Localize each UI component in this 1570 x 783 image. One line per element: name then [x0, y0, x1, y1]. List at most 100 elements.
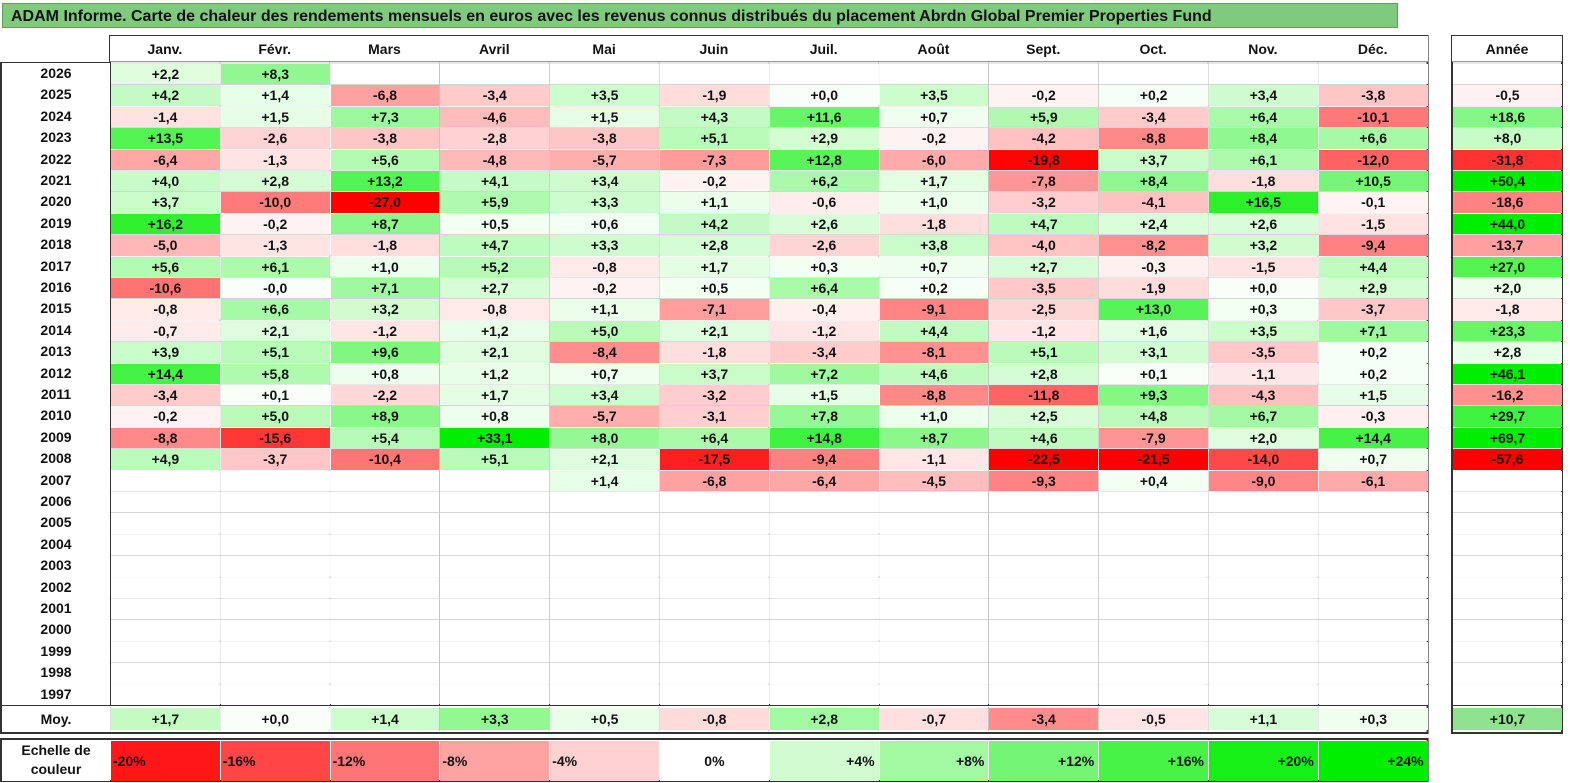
heatmap-cell: +5,8: [220, 363, 330, 384]
average-cell: +0,5: [550, 708, 659, 730]
heatmap-cell: [550, 620, 659, 641]
heatmap-cell: +6,4: [769, 278, 879, 299]
year-total-header: Année: [1452, 36, 1562, 62]
heatmap-cell: +5,1: [989, 342, 1099, 363]
heatmap-cell: +13,5: [111, 128, 220, 149]
heatmap-cell: +1,2: [440, 363, 550, 384]
heatmap-cell: -3,1: [660, 406, 769, 427]
heatmap-cell: +13,0: [1099, 299, 1208, 320]
heatmap-cell: -3,5: [1209, 342, 1318, 363]
heatmap-cell: +4,4: [879, 320, 989, 342]
color-scale-swatch: +24%: [1318, 741, 1428, 781]
heatmap-cell: [660, 492, 769, 513]
year-label: 2023: [2, 127, 110, 149]
heatmap-cell: -1,9: [660, 85, 769, 106]
heatmap-cell: +0,2: [1318, 363, 1428, 384]
heatmap-cell: -0,0: [220, 278, 330, 299]
heatmap-cell: +1,5: [220, 106, 330, 128]
heatmap-cell: [1318, 641, 1428, 663]
heatmap-cell: [111, 599, 220, 620]
heatmap-cell: [769, 492, 879, 513]
heatmap-cell: -17,5: [660, 449, 769, 470]
heatmap-cell: [330, 684, 440, 705]
heatmap-cell: +3,7: [1099, 149, 1208, 170]
average-cell: +0,3: [1318, 708, 1428, 730]
heatmap-cell: -3,4: [769, 342, 879, 363]
average-cell: +3,3: [440, 708, 550, 730]
color-scale-swatch: 0%: [660, 741, 769, 781]
heatmap-cell: +6,1: [220, 256, 330, 277]
heatmap-cell: [769, 599, 879, 620]
year-total-cell: [1453, 577, 1562, 598]
heatmap-cell: -5,7: [550, 149, 659, 170]
heatmap-cell: -3,4: [440, 85, 550, 106]
heatmap-cell: +4,4: [1318, 256, 1428, 277]
year-total-cell: [1453, 641, 1562, 663]
heatmap-cell: [220, 684, 330, 705]
heatmap-cell: +4,6: [879, 363, 989, 384]
heatmap-cell: [440, 64, 550, 85]
year-label: 2021: [2, 170, 110, 192]
heatmap-cell: -0,2: [989, 85, 1099, 106]
heatmap-cell: +4,1: [440, 171, 550, 192]
heatmap-cell: +1,1: [660, 192, 769, 213]
heatmap-cell: +2,9: [1318, 278, 1428, 299]
heatmap-cell: +2,4: [1099, 213, 1208, 235]
heatmap-cell: +0,8: [440, 406, 550, 427]
heatmap-cell: [879, 620, 989, 641]
heatmap-cell: [550, 663, 659, 684]
heatmap-cell: +5,1: [660, 128, 769, 149]
heatmap-cell: -5,0: [111, 235, 220, 256]
heatmap-cell: [989, 577, 1099, 598]
heatmap-cell: +2,8: [660, 235, 769, 256]
heatmap-cell: -6,8: [660, 470, 769, 491]
color-scale-swatch: +8%: [879, 741, 989, 781]
heatmap-cell: [111, 534, 220, 556]
heatmap-cell: +3,7: [660, 363, 769, 384]
heatmap-cell: [1318, 64, 1428, 85]
heatmap-cell: -5,7: [550, 406, 659, 427]
heatmap-cell: [660, 534, 769, 556]
average-cell: +2,8: [769, 708, 879, 730]
year-total-cell: [1453, 663, 1562, 684]
heatmap-cell: +8,0: [550, 427, 659, 449]
month-header: Nov.: [1208, 36, 1318, 62]
heatmap-cell: +4,9: [111, 449, 220, 470]
heatmap-cell: [550, 492, 659, 513]
month-header: Avril: [439, 36, 550, 62]
heatmap-cell: +3,5: [550, 85, 659, 106]
heatmap-cell: [440, 663, 550, 684]
heatmap-cell: +7,1: [1318, 320, 1428, 342]
heatmap-cell: [1209, 534, 1318, 556]
heatmap-cell: [1209, 577, 1318, 598]
heatmap-cell: -1,3: [220, 149, 330, 170]
heatmap-cell: [440, 620, 550, 641]
heatmap-cell: +1,0: [879, 406, 989, 427]
year-label: 2024: [2, 105, 110, 128]
year-label: 2009: [2, 426, 110, 449]
heatmap-cell: -2,6: [769, 235, 879, 256]
heatmap-cell: -10,1: [1318, 106, 1428, 128]
month-header: Déc.: [1317, 36, 1428, 62]
heatmap-cell: +0,1: [1099, 363, 1208, 384]
heatmap-cell: [440, 513, 550, 534]
heatmap-cell: +3,4: [550, 385, 659, 406]
heatmap-cell: +2,7: [440, 278, 550, 299]
heatmap-cell: [769, 663, 879, 684]
heatmap-cell: +4,3: [660, 106, 769, 128]
heatmap-cell: [440, 577, 550, 598]
year-label: 2012: [2, 362, 110, 384]
heatmap-cell: [440, 599, 550, 620]
heatmap-cell: -4,2: [989, 128, 1099, 149]
year-total-cell: [1453, 684, 1562, 705]
average-cell: +0,0: [220, 708, 330, 730]
heatmap-cell: [1318, 663, 1428, 684]
heatmap-cell: +3,3: [550, 235, 659, 256]
heatmap-cell: -1,3: [220, 235, 330, 256]
heatmap-cell: [330, 641, 440, 663]
color-scale-swatch: +16%: [1099, 741, 1208, 781]
heatmap-cell: [220, 641, 330, 663]
heatmap-cell: [440, 684, 550, 705]
year-total-cell: [1453, 534, 1562, 556]
heatmap-cell: [989, 534, 1099, 556]
